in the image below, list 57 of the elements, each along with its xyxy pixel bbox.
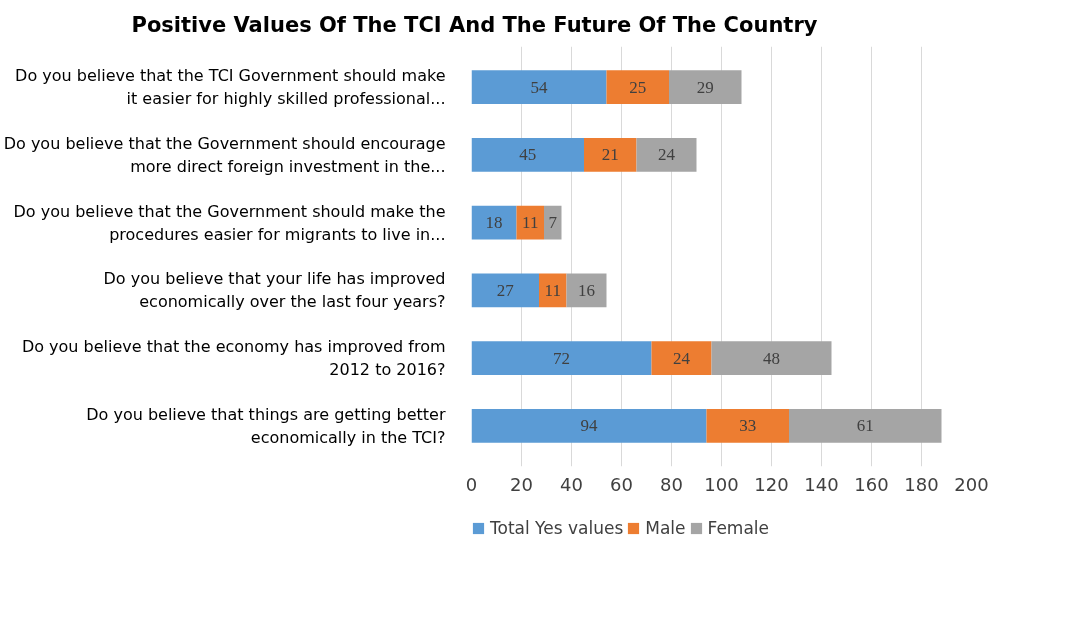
x-tick-label: 100 [704, 473, 739, 495]
data-label: 54 [530, 77, 548, 97]
data-label: 94 [580, 416, 598, 436]
data-label: 61 [856, 416, 874, 436]
data-label: 24 [658, 145, 676, 165]
bar [539, 273, 567, 308]
data-label: 18 [485, 213, 503, 233]
y-tick-label: Do you believe that the economy has improved from 2012 to 2016? [21, 337, 446, 380]
data-label: 45 [519, 145, 537, 165]
data-label: 11 [522, 213, 539, 233]
y-tick-label: Do you believe that your life has improved economically over the last four years? [103, 269, 446, 312]
bar [706, 408, 789, 443]
x-tick-label: 180 [904, 473, 939, 495]
chart-title: Positive Values Of The TCI And The Future Of The Country [131, 12, 818, 37]
data-label: 29 [696, 77, 714, 97]
x-tick-label: 200 [954, 473, 989, 495]
data-label: 72 [553, 348, 570, 368]
data-label: 25 [629, 77, 647, 97]
bar [584, 137, 637, 172]
data-label: 21 [601, 145, 619, 165]
data-label: 33 [739, 416, 757, 436]
x-tick-label: 40 [560, 473, 583, 495]
bar [669, 70, 742, 105]
bar [471, 408, 707, 443]
y-tick-label: Do you believe that things are getting better economically in the TCI? [86, 404, 446, 447]
bar [544, 205, 562, 240]
y-tick-label: Do you believe that the TCI Government should make it easier for highly skilled professional... [15, 66, 446, 109]
bar [471, 273, 539, 308]
bar [789, 408, 942, 443]
bar [606, 70, 669, 105]
bar [471, 137, 584, 172]
data-label: 24 [673, 348, 691, 368]
legend-label: Total Yes values [490, 518, 624, 538]
legend-label: Male [645, 518, 686, 538]
y-tick-label: Do you believe that the Government should make the procedures easier for migrants to live in... [13, 201, 446, 244]
legend-label: Female [707, 518, 769, 538]
bar [471, 70, 607, 105]
bar [636, 137, 697, 172]
bar [651, 341, 712, 376]
data-label: 11 [544, 280, 561, 300]
x-tick-label: 140 [804, 473, 839, 495]
data-label: 48 [763, 348, 780, 368]
x-tick-label: 120 [754, 473, 789, 495]
bar [471, 341, 652, 376]
bar [711, 341, 832, 376]
x-tick-label: 160 [854, 473, 889, 495]
x-tick-label: 20 [510, 473, 533, 495]
x-tick-label: 80 [660, 473, 683, 495]
x-tick-label: 0 [465, 473, 478, 495]
data-label: 27 [496, 280, 515, 300]
bar [516, 205, 544, 240]
x-tick-label: 60 [610, 473, 633, 495]
bar [471, 205, 517, 240]
data-label: 16 [578, 280, 595, 300]
bar [566, 273, 607, 308]
y-tick-label: Do you believe that the Government should encourage more direct foreign investment in the... [3, 133, 446, 176]
data-label: 7 [548, 213, 558, 233]
